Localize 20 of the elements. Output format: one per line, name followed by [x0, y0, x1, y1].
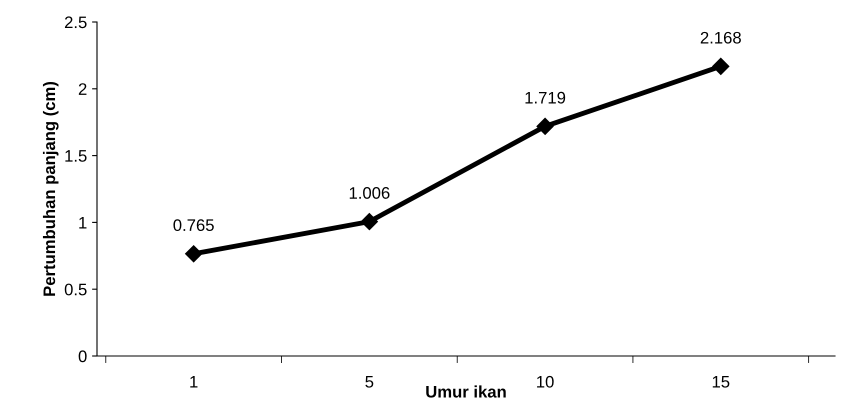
x-tick-label: 1: [190, 376, 198, 388]
data-label: 2.168: [700, 32, 741, 44]
y-tick-label: 0.5: [64, 284, 87, 296]
point: [185, 245, 202, 262]
y-tick-label: 1.5: [65, 150, 87, 162]
y-tick-label: 1: [79, 216, 86, 228]
x-tick-label: 15: [712, 376, 730, 388]
x-axis-title: Umur ikan: [426, 385, 506, 398]
point: [360, 213, 378, 230]
x-tick-label: 10: [537, 376, 554, 388]
y-axis-title: Pertumbuhan panjang (cm): [42, 82, 59, 296]
y-tick-label: 2: [78, 83, 86, 95]
point: [536, 118, 554, 135]
y-tick-label: 0: [78, 350, 87, 362]
point: [712, 58, 730, 75]
y-tick-label: 2.5: [64, 16, 87, 28]
x-tick-label: 5: [365, 376, 374, 388]
data-label: 0.765: [173, 219, 214, 232]
data-label: 1.719: [525, 92, 566, 104]
data-label: 1.006: [350, 187, 390, 199]
